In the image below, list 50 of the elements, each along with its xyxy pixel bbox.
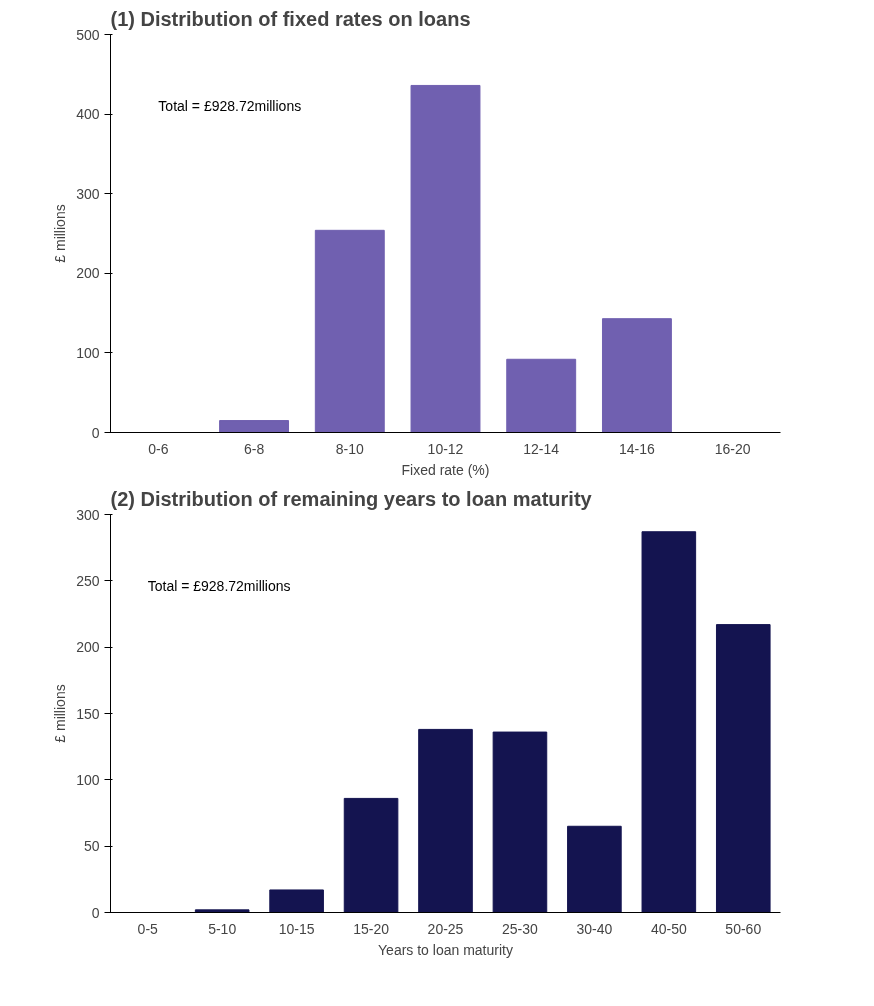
x-tick-label: 14-16 [619, 440, 656, 457]
y-tick-label: 0 [91, 424, 100, 441]
x-tick-label: 25-30 [502, 920, 539, 937]
bar [269, 889, 324, 913]
y-tick-label: 150 [76, 705, 100, 722]
x-tick-label: 8-10 [335, 440, 365, 457]
y-tick-label: 100 [76, 771, 100, 788]
x-axis-title: Years to loan maturity [378, 941, 513, 958]
x-tick-label: 40-50 [650, 920, 687, 937]
y-axis-title: £ millions [52, 684, 69, 743]
x-tick-label: 0-6 [148, 440, 169, 457]
y-tick-label: 100 [76, 344, 100, 361]
x-tick-label: 15-20 [353, 920, 390, 937]
y-tick-label: 50 [83, 838, 100, 855]
bar [410, 84, 481, 433]
x-tick-label: 30-40 [576, 920, 613, 937]
x-tick-label: 10-15 [278, 920, 315, 937]
chart-title: (2) Distribution of remaining years to loan maturity [110, 487, 593, 510]
bar [601, 318, 672, 433]
bar [194, 909, 250, 913]
bar [567, 825, 622, 913]
x-axis-title: Fixed rate (%) [401, 461, 490, 478]
bar [314, 229, 385, 433]
y-axis-title: £ millions [52, 204, 69, 263]
bar [219, 420, 290, 433]
bar [506, 358, 577, 433]
annotation: Total = £928.72millions [147, 578, 291, 595]
x-tick-label: 5-10 [208, 920, 237, 937]
y-tick-label: 200 [76, 265, 100, 282]
x-tick-label: 0-5 [137, 920, 159, 937]
y-tick-label: 300 [76, 185, 100, 202]
x-tick-label: 12-14 [523, 440, 560, 457]
x-tick-label: 16-20 [714, 440, 751, 457]
y-tick-label: 300 [76, 506, 100, 523]
bar [492, 731, 548, 913]
bar [715, 624, 771, 913]
y-tick-label: 0 [91, 904, 100, 921]
y-tick-label: 250 [76, 572, 100, 589]
y-tick-label: 200 [76, 639, 100, 656]
x-tick-label: 10-12 [427, 440, 464, 457]
y-tick-label: 400 [76, 106, 100, 123]
chart-title: (1) Distribution of fixed rates on loans [110, 7, 471, 30]
x-tick-label: 20-25 [427, 920, 464, 937]
x-tick-label: 50-60 [725, 920, 762, 937]
bar [343, 797, 399, 913]
y-tick-label: 500 [76, 26, 100, 43]
bar [418, 728, 473, 913]
bar [641, 531, 697, 913]
annotation: Total = £928.72millions [158, 98, 302, 115]
x-tick-label: 6-8 [243, 440, 265, 457]
